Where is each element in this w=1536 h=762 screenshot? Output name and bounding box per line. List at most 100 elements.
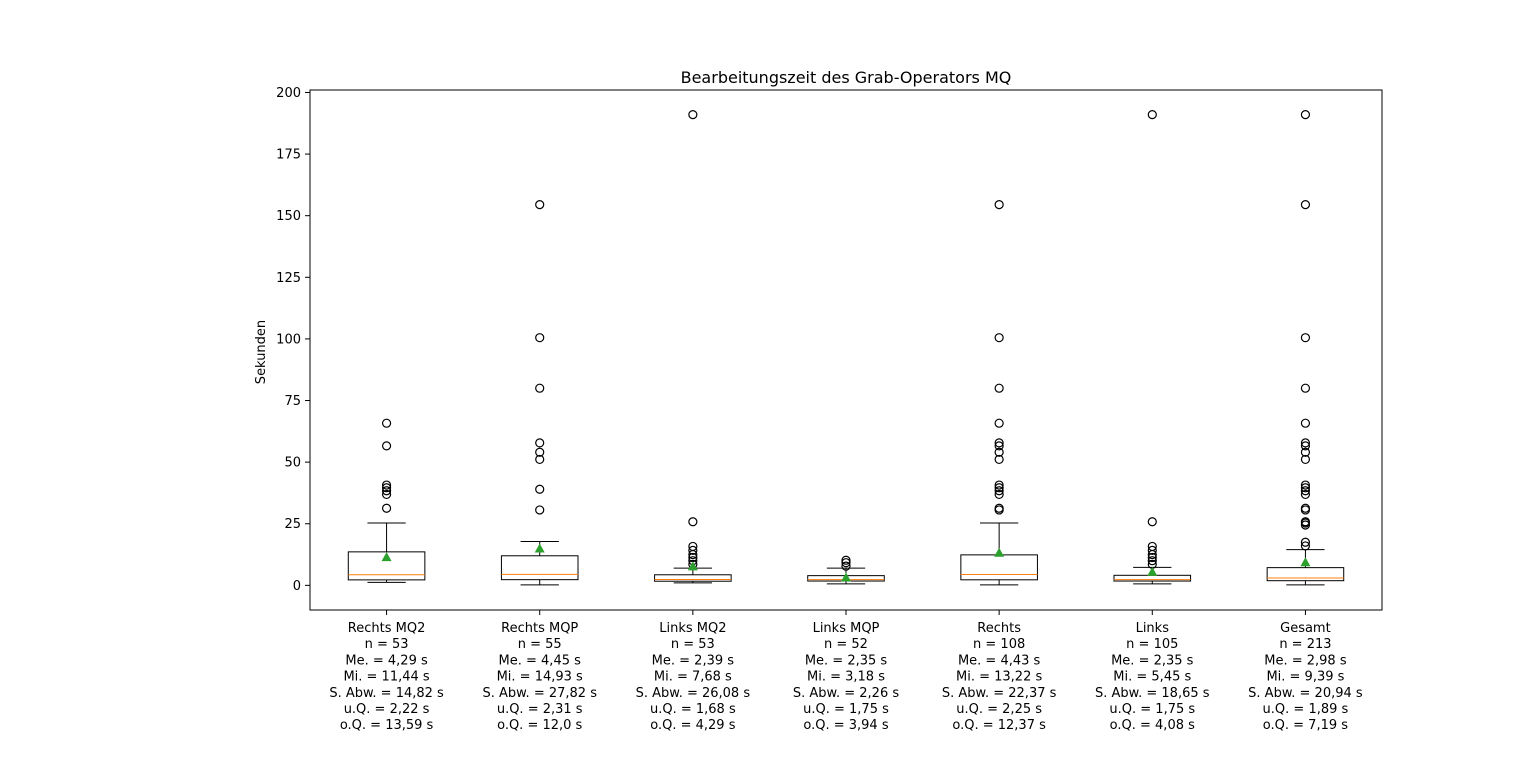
x-label-line: Me. = 4,43 s [958,653,1041,668]
x-label-line: u.Q. = 1,75 s [803,702,889,717]
outlier-point [841,561,851,571]
x-tick-label: Gesamt n = 213 Me. = 2,98 s Mi. = 9,39 s S. … [1248,621,1363,733]
mean-marker [1147,566,1158,576]
y-tick-label: 50 [284,456,301,471]
outlier-point [535,505,545,515]
y-tick-label: 200 [276,86,301,101]
x-label-line: Rechts [977,621,1021,636]
x-label-line: Links MQ2 [659,621,726,636]
mean-marker [381,552,392,562]
iqr-box [347,551,426,581]
outlier-point [994,486,1004,496]
x-label-line: Mi. = 9,39 s [1266,670,1344,685]
outlier-point [1300,541,1311,551]
outlier-point [1300,383,1311,393]
outlier-point [535,438,545,448]
x-label-line: u.Q. = 1,68 s [650,702,736,717]
x-label-line: o.Q. = 4,29 s [650,718,735,733]
x-label-line: u.Q. = 1,75 s [1109,702,1195,717]
outlier-point [1300,486,1311,496]
outlier-point [1300,199,1311,210]
outlier-point [1300,517,1311,527]
x-label-line: Mi. = 5,45 s [1113,670,1191,685]
outlier-point [688,541,698,552]
x-label-line: o.Q. = 13,59 s [340,718,434,733]
x-label-line: u.Q. = 1,89 s [1263,702,1349,717]
x-label-line: n = 53 [365,637,409,652]
y-tick-label: 100 [276,332,301,347]
x-label-line: u.Q. = 2,22 s [344,702,430,717]
iqr-box [500,555,579,581]
mean-marker [994,547,1005,557]
x-label-line: Mi. = 7,68 s [654,670,732,685]
outlier-point [1147,517,1157,527]
outlier-point [994,333,1004,343]
outlier-point [994,483,1004,493]
x-label-line: S. Abw. = 14,82 s [329,686,444,701]
mean-marker [1300,557,1311,567]
outlier-point [1300,333,1311,343]
x-label-line: S. Abw. = 26,08 s [636,686,751,701]
box-group [500,199,579,615]
x-label-line: o.Q. = 12,37 s [952,718,1046,733]
outlier-point [688,517,698,527]
mean-marker [841,572,851,582]
y-axis-label: Sekunden [254,320,269,384]
outlier-point [535,484,545,494]
outlier-point [1147,552,1157,563]
x-label-line: S. Abw. = 18,65 s [1095,686,1210,701]
y-tick-label: 125 [276,271,301,286]
outlier-point [1300,418,1311,428]
x-label-line: Me. = 4,29 s [345,653,428,668]
outlier-point [994,199,1004,210]
x-label-line: S. Abw. = 27,82 s [482,686,597,701]
outlier-point [1300,480,1311,490]
y-tick-label: 0 [293,579,301,594]
outlier-point [1300,489,1311,500]
outlier-point [381,441,392,451]
x-label-line: S. Abw. = 20,94 s [1248,686,1363,701]
x-label-line: Links MQP [813,621,880,636]
y-tick-label: 25 [284,517,301,532]
x-label-line: Me. = 4,45 s [499,653,582,668]
x-label-line: Gesamt [1280,621,1331,636]
x-label-line: Mi. = 3,18 s [807,670,885,685]
box-group [1266,110,1345,615]
outlier-point [994,503,1004,513]
outlier-point [535,454,545,465]
outlier-point [1147,541,1157,552]
y-tick-label: 150 [276,209,301,224]
outlier-point [1300,503,1311,513]
plot-marks [347,110,1345,615]
outlier-point [381,503,392,513]
x-label-line: Mi. = 13,22 s [956,670,1042,685]
x-axis-labels: Rechts MQ2 n = 53 Me. = 4,29 s Mi. = 11,44 … [329,621,1363,733]
x-label-line: n = 108 [973,637,1025,652]
outlier-point [1300,537,1311,547]
outlier-point [381,486,392,496]
x-label-line: Mi. = 14,93 s [497,670,583,685]
x-label-line: n = 105 [1126,637,1178,652]
x-label-line: o.Q. = 4,08 s [1110,718,1195,733]
x-label-line: Links [1136,621,1170,636]
x-label-line: Rechts MQP [501,621,578,636]
x-label-line: Me. = 2,35 s [805,653,888,668]
x-label-line: u.Q. = 2,25 s [956,702,1042,717]
outlier-point [841,555,851,565]
x-label-line: n = 213 [1279,637,1331,652]
outlier-point [994,418,1004,428]
x-label-line: S. Abw. = 2,26 s [793,686,899,701]
mean-marker [687,561,698,571]
x-label-line: Rechts MQ2 [348,621,426,636]
y-axis: 0 25 50 75 100 125 150 175 200 [276,86,310,594]
x-label-line: n = 53 [671,637,715,652]
box-group [654,110,732,615]
outlier-point [994,383,1004,393]
x-tick-label: Rechts MQ2 n = 53 Me. = 4,29 s Mi. = 11,44 … [329,621,444,733]
outlier-point [381,480,392,490]
outlier-point [1147,556,1157,566]
outlier-point [381,489,392,500]
outlier-point [688,545,698,555]
